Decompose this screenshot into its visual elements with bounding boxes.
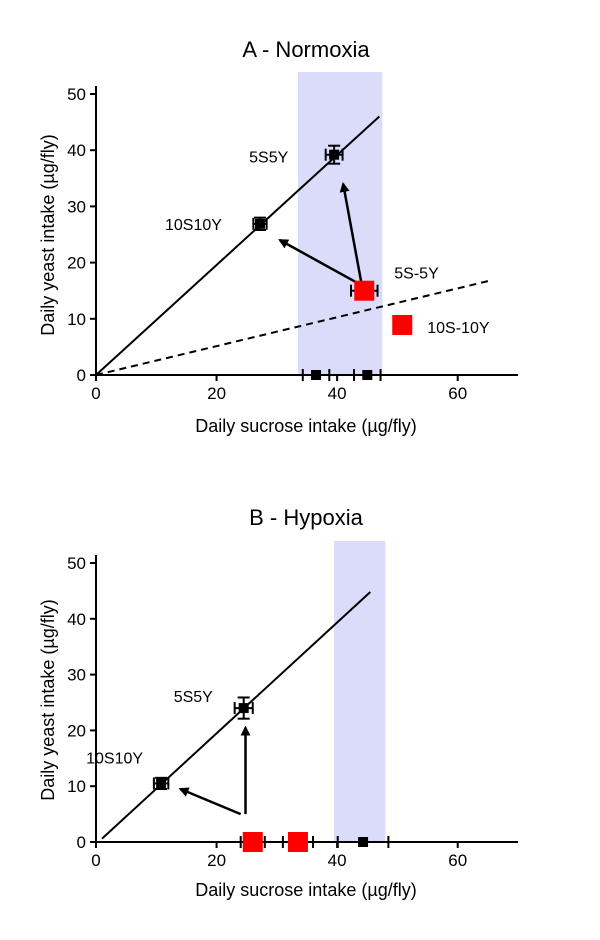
y-tick-label-a: 30 — [67, 197, 86, 216]
y-tick-label-b: 0 — [77, 833, 86, 852]
data-point — [242, 832, 263, 852]
x-tick-label-a: 20 — [207, 384, 226, 403]
chart-title-b: B - Hypoxia — [249, 505, 363, 530]
y-tick-label-b: 10 — [67, 777, 86, 796]
y-tick-label-b: 50 — [67, 554, 86, 573]
data-point — [287, 832, 308, 852]
x-axis-label-a: Daily sucrose intake (µg/fly) — [195, 416, 416, 436]
x-tick-label-b: 0 — [91, 851, 100, 870]
data-point — [392, 314, 413, 335]
panel-hypoxia: 0 10 20 30 40 50 0 20 40 60 5S5Y 10S10Y — [67, 541, 518, 870]
solid-line-b — [101, 591, 371, 840]
shaded-band-b — [334, 541, 386, 842]
y-axis-label-b: Daily yeast intake (µg/fly) — [38, 599, 58, 800]
data-point — [329, 149, 340, 160]
point-label: 5S5Y — [249, 150, 288, 167]
data-point — [358, 837, 369, 847]
arrow-b — [178, 787, 242, 816]
data-point — [362, 370, 373, 380]
data-point — [354, 280, 375, 301]
arrow-a — [339, 181, 363, 283]
point-label: 10S-10Y — [427, 320, 490, 337]
y-tick-label-b: 40 — [67, 610, 86, 629]
x-axis-label-b: Daily sucrose intake (µg/fly) — [195, 880, 416, 900]
point-label: 5S5Y — [174, 689, 213, 706]
shaded-band-a — [297, 72, 383, 375]
x-tick-label-b: 40 — [328, 851, 347, 870]
y-tick-label-a: 20 — [67, 254, 86, 273]
x-tick-label-a: 60 — [448, 384, 467, 403]
y-tick-label-a: 50 — [67, 85, 86, 104]
data-point — [311, 370, 322, 380]
y-tick-label-a: 40 — [67, 141, 86, 160]
arrow-a — [278, 239, 362, 287]
x-tick-label-a: 0 — [91, 384, 100, 403]
panel-normoxia: 0 10 20 30 40 50 0 20 40 60 5S5Y 10S10Y 5S-5Y 10S-10Y — [67, 72, 518, 403]
y-axis-label-a: Daily yeast intake (µg/fly) — [38, 134, 58, 335]
chart-title-a: A - Normoxia — [242, 37, 370, 62]
y-tick-label-a: 0 — [77, 366, 86, 385]
x-tick-label-b: 60 — [448, 851, 467, 870]
data-point — [156, 778, 167, 789]
data-point — [254, 218, 265, 229]
point-label: 10S10Y — [165, 217, 222, 234]
x-tick-label-b: 20 — [207, 851, 226, 870]
y-tick-label-b: 20 — [67, 721, 86, 740]
point-label: 10S10Y — [86, 750, 143, 767]
x-tick-label-a: 40 — [328, 384, 347, 403]
point-label: 5S-5Y — [394, 266, 439, 283]
data-point — [238, 703, 249, 714]
y-tick-label-b: 30 — [67, 666, 86, 685]
y-tick-label-a: 10 — [67, 310, 86, 329]
